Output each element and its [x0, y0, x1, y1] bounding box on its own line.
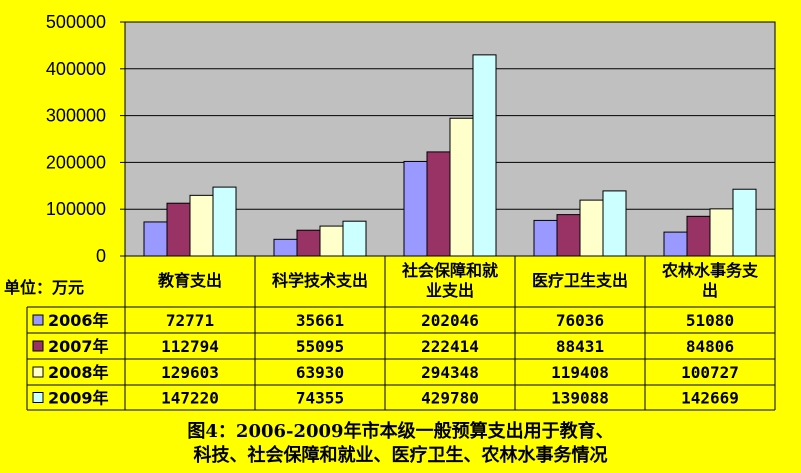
- caption-line-2: 科技、社会保障和就业、医疗卫生、农林水事务情况: [193, 445, 608, 466]
- data-table-value: 147220: [161, 389, 219, 408]
- figure-caption: 图4：2006-2009年市本级一般预算支出用于教育、 科技、社会保障和就业、医…: [0, 420, 801, 468]
- data-table-value: 142669: [681, 389, 739, 408]
- data-table-value: 88431: [556, 337, 604, 356]
- x-category-label: 医疗卫生支出: [532, 271, 628, 290]
- legend-swatch: [32, 314, 44, 326]
- x-category-label: 社会保障和就: [401, 261, 498, 280]
- data-table-value: 119408: [551, 363, 609, 382]
- y-tick-label: 500000: [46, 12, 106, 32]
- bar: [472, 54, 497, 257]
- data-table-value: 63930: [296, 363, 344, 382]
- y-tick-label: 300000: [46, 106, 106, 126]
- bar: [663, 231, 688, 257]
- bar-chart: 0 100000 200000 300000 400000 500000 单位：万元 教育支出…: [4, 12, 776, 411]
- x-category-label: 农林水事务支: [661, 261, 759, 280]
- legend-label: 2008年: [48, 363, 109, 382]
- data-table-value: 129603: [161, 363, 219, 382]
- bar: [686, 215, 711, 257]
- caption-line-1: 图4：2006-2009年市本级一般预算支出用于教育、: [187, 421, 614, 442]
- data-table-value: 202046: [421, 311, 479, 330]
- bar: [732, 188, 757, 257]
- bar: [426, 151, 451, 257]
- bar: [342, 220, 367, 257]
- data-table-value: 139088: [551, 389, 609, 408]
- x-category-label: 教育支出: [158, 271, 222, 290]
- data-table-value: 84806: [686, 337, 734, 356]
- bar: [533, 219, 558, 257]
- data-table-value: 55095: [296, 337, 344, 356]
- bar: [143, 221, 168, 257]
- bar: [319, 225, 344, 257]
- data-table-value: 72771: [166, 311, 214, 330]
- data-table-value: 222414: [421, 337, 479, 356]
- legend-label: 2009年: [48, 389, 109, 408]
- data-table-value: 76036: [556, 311, 604, 330]
- bar: [273, 238, 298, 257]
- legend-swatch: [32, 340, 44, 352]
- bar: [449, 117, 474, 257]
- data-table-value: 51080: [686, 311, 734, 330]
- bar: [602, 190, 627, 257]
- bar: [296, 229, 321, 257]
- unit-label: 单位：万元: [4, 278, 84, 297]
- legend-label: 2007年: [48, 337, 109, 356]
- x-category-label: 业支出: [426, 281, 474, 300]
- y-tick-label: 100000: [46, 199, 106, 219]
- bar: [556, 214, 581, 257]
- data-table-value: 74355: [296, 389, 344, 408]
- y-tick-label: 400000: [46, 59, 106, 79]
- data-table-value: 429780: [421, 389, 479, 408]
- data-table-value: 294348: [421, 363, 479, 382]
- legend-label: 2006年: [48, 311, 109, 330]
- bar: [709, 208, 734, 257]
- data-table-value: 100727: [681, 363, 739, 382]
- y-tick-label: 200000: [46, 152, 106, 172]
- data-table-value: 35661: [296, 311, 344, 330]
- x-category-label: 科学技术支出: [272, 271, 368, 290]
- data-table-value: 112794: [161, 337, 219, 356]
- bar: [166, 202, 191, 257]
- y-tick-label: 0: [96, 246, 106, 266]
- bar: [212, 186, 237, 257]
- bar: [403, 160, 428, 257]
- bar: [579, 199, 604, 257]
- legend-swatch: [32, 392, 44, 403]
- x-category-label: 出: [702, 281, 718, 300]
- bar: [189, 194, 214, 257]
- legend-swatch: [32, 366, 44, 378]
